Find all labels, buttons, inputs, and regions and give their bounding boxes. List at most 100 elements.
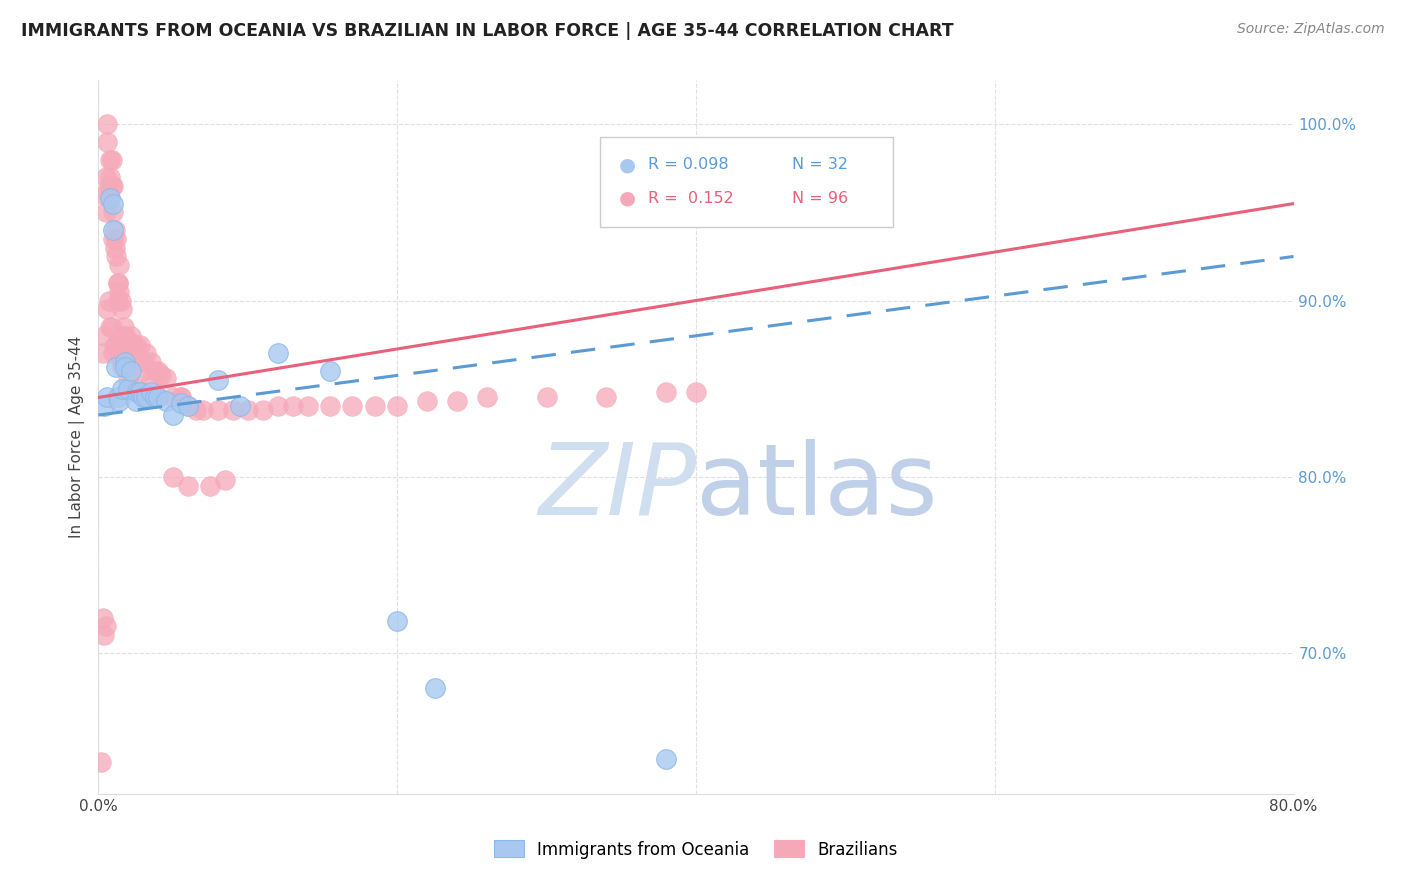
- Point: [97, 293, 120, 308]
- Point: [103, 223, 125, 237]
- Point: [385, 399, 409, 413]
- Point: [94, 619, 117, 633]
- Point: [267, 346, 290, 360]
- Point: [98, 170, 122, 185]
- Point: [655, 385, 678, 400]
- Point: [107, 276, 129, 290]
- Point: [97, 179, 120, 194]
- Legend: Immigrants from Oceania, Brazilians: Immigrants from Oceania, Brazilians: [486, 834, 905, 865]
- Text: ZIP: ZIP: [537, 439, 696, 535]
- Point: [129, 385, 152, 400]
- Point: [98, 191, 122, 205]
- Point: [364, 399, 387, 413]
- Point: [177, 399, 200, 413]
- Point: [143, 364, 166, 378]
- Point: [90, 755, 112, 769]
- Point: [148, 391, 170, 405]
- Point: [97, 187, 120, 202]
- Point: [111, 302, 134, 317]
- Point: [162, 469, 184, 483]
- Point: [169, 395, 191, 409]
- Point: [120, 364, 142, 378]
- Point: [103, 346, 125, 360]
- Point: [252, 402, 274, 417]
- Point: [108, 394, 131, 409]
- Point: [93, 187, 115, 202]
- Point: [94, 170, 117, 185]
- Point: [101, 179, 124, 194]
- Point: [184, 402, 207, 417]
- Point: [281, 399, 304, 413]
- Point: [155, 371, 177, 385]
- Point: [110, 328, 132, 343]
- Text: IMMIGRANTS FROM OCEANIA VS BRAZILIAN IN LABOR FORCE | AGE 35-44 CORRELATION CHAR: IMMIGRANTS FROM OCEANIA VS BRAZILIAN IN …: [21, 22, 953, 40]
- Point: [655, 751, 678, 765]
- Point: [110, 293, 132, 308]
- Point: [297, 399, 319, 413]
- Point: [112, 320, 135, 334]
- Point: [93, 628, 115, 642]
- Point: [685, 385, 707, 400]
- Point: [207, 373, 229, 387]
- Point: [111, 355, 134, 369]
- Point: [385, 614, 409, 628]
- Text: N = 32: N = 32: [792, 157, 848, 172]
- Point: [91, 346, 114, 360]
- Text: Source: ZipAtlas.com: Source: ZipAtlas.com: [1237, 22, 1385, 37]
- Point: [104, 241, 127, 255]
- Point: [96, 302, 118, 317]
- Point: [108, 258, 131, 272]
- Point: [105, 337, 128, 351]
- Point: [139, 373, 162, 387]
- Point: [155, 394, 177, 409]
- Point: [108, 285, 131, 299]
- Point: [125, 394, 148, 409]
- Point: [96, 117, 118, 131]
- Point: [114, 360, 136, 375]
- Point: [104, 337, 127, 351]
- Point: [191, 402, 214, 417]
- Point: [98, 320, 122, 334]
- Point: [416, 394, 439, 409]
- Point: [121, 337, 143, 351]
- Point: [105, 232, 128, 246]
- Point: [143, 391, 166, 405]
- Point: [108, 346, 131, 360]
- Point: [132, 364, 155, 378]
- Text: R =  0.152: R = 0.152: [648, 191, 734, 205]
- Point: [107, 276, 129, 290]
- Point: [139, 385, 162, 400]
- Text: atlas: atlas: [696, 439, 938, 535]
- Point: [125, 382, 148, 396]
- Point: [135, 346, 157, 360]
- Text: ●: ●: [620, 188, 637, 208]
- Point: [162, 408, 184, 422]
- Point: [103, 205, 125, 219]
- Point: [93, 399, 115, 413]
- Point: [135, 391, 157, 405]
- Point: [96, 391, 118, 405]
- Point: [105, 360, 128, 375]
- Point: [132, 385, 155, 400]
- Point: [222, 402, 245, 417]
- Point: [129, 337, 152, 351]
- Point: [595, 391, 617, 405]
- Point: [110, 346, 132, 360]
- Point: [101, 320, 124, 334]
- Point: [105, 250, 128, 264]
- Point: [91, 610, 114, 624]
- Point: [200, 478, 222, 492]
- Point: [104, 223, 127, 237]
- Point: [103, 232, 125, 246]
- Point: [148, 364, 170, 378]
- Text: N = 96: N = 96: [792, 191, 848, 205]
- Point: [214, 473, 236, 487]
- Point: [93, 328, 115, 343]
- Point: [267, 399, 290, 413]
- Point: [114, 337, 136, 351]
- Point: [139, 355, 162, 369]
- Point: [229, 399, 252, 413]
- Point: [207, 402, 229, 417]
- Point: [342, 399, 364, 413]
- Point: [177, 478, 200, 492]
